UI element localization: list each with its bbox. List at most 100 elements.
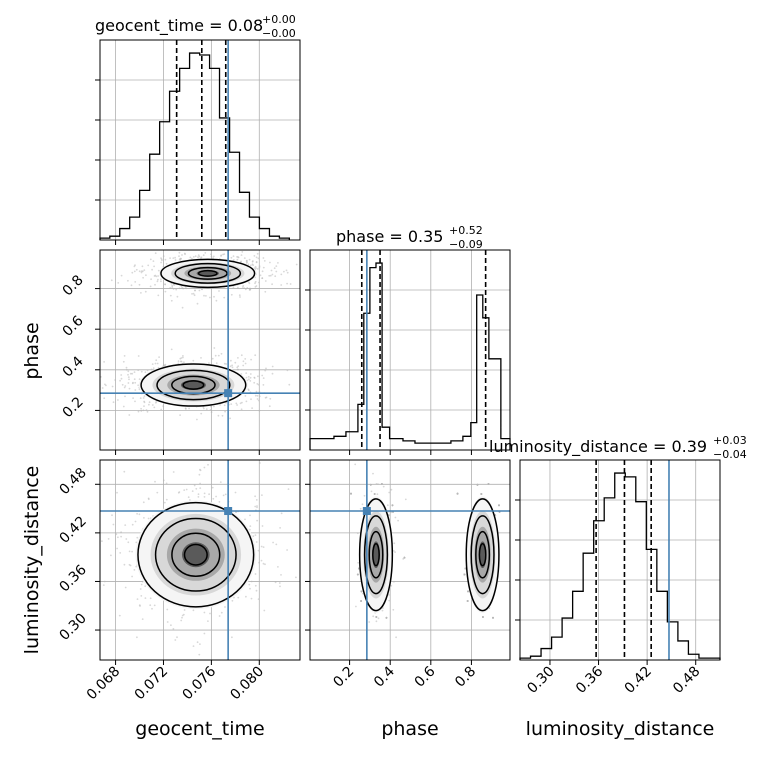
sample-point — [256, 505, 258, 507]
sample-point — [375, 483, 378, 485]
sample-point — [120, 531, 122, 534]
sample-point — [165, 482, 168, 485]
sample-point — [213, 295, 215, 298]
sample-point — [205, 295, 207, 297]
sample-point — [245, 595, 247, 598]
sample-point — [152, 367, 155, 369]
sample-point — [258, 265, 261, 268]
sample-point — [147, 498, 150, 501]
sample-point — [386, 504, 389, 507]
sample-point — [140, 370, 143, 373]
sample-point — [128, 378, 130, 381]
x-tick-label: 0.076 — [180, 663, 220, 703]
sample-point — [280, 512, 283, 515]
sample-point — [174, 256, 176, 259]
sample-point — [256, 506, 258, 509]
sample-point — [230, 256, 233, 259]
sample-point — [127, 279, 129, 282]
sample-point — [256, 519, 258, 522]
sample-point — [232, 286, 235, 288]
joint-luminosity-distance-vs-phase: 0.2 0.4 0.6 0.8 — [305, 459, 511, 691]
sample-point — [231, 364, 234, 367]
sample-point — [391, 504, 394, 507]
sample-point — [203, 294, 205, 297]
sample-point — [261, 494, 263, 496]
sample-point — [133, 378, 136, 381]
sample-point — [354, 463, 357, 466]
sample-point — [137, 355, 140, 357]
sample-point — [356, 532, 359, 535]
sample-point — [253, 377, 256, 379]
sample-point — [262, 257, 265, 259]
sample-point — [172, 628, 175, 630]
sample-point — [154, 480, 156, 483]
sample-point — [103, 397, 106, 400]
sample-point — [231, 366, 234, 369]
sample-point — [255, 499, 258, 501]
x-tick-label: 0.30 — [524, 664, 557, 697]
sample-point — [137, 410, 140, 413]
sample-point — [163, 364, 166, 367]
contour — [475, 530, 491, 579]
sample-point — [174, 259, 177, 261]
sample-point — [259, 274, 262, 277]
sample-point — [217, 414, 220, 417]
sample-point — [263, 609, 266, 612]
sample-point — [392, 550, 395, 552]
sample-point — [141, 265, 144, 268]
sample-point — [258, 281, 260, 284]
sample-point — [192, 256, 195, 258]
sample-point — [156, 491, 159, 494]
contour — [368, 530, 384, 579]
sample-point — [350, 492, 352, 495]
sample-point — [261, 277, 264, 279]
sample-point — [261, 525, 264, 527]
sample-point — [183, 361, 185, 363]
sample-point — [257, 598, 260, 600]
sample-point — [158, 356, 160, 358]
sample-point — [181, 616, 183, 619]
sample-point — [164, 290, 167, 293]
sample-point — [196, 418, 198, 421]
sample-point — [125, 366, 128, 369]
sample-point — [162, 479, 165, 482]
sample-point — [230, 359, 232, 362]
sample-point — [207, 463, 209, 466]
sample-point — [138, 378, 141, 380]
sample-point — [245, 372, 248, 374]
sample-point — [179, 360, 182, 363]
sample-point — [218, 615, 221, 617]
sample-point — [181, 306, 184, 309]
sample-point — [150, 278, 152, 281]
contour — [465, 498, 500, 612]
sample-point — [262, 546, 265, 548]
sample-point — [262, 562, 265, 565]
sample-point — [157, 294, 160, 297]
sample-point — [253, 381, 256, 384]
y-tick-label: 0.2 — [60, 394, 87, 421]
sample-point — [213, 347, 216, 349]
sample-point — [210, 255, 213, 258]
sample-point — [137, 369, 140, 372]
sample-point — [177, 360, 180, 362]
sample-point — [250, 580, 253, 583]
sample-point — [395, 636, 397, 639]
sample-point — [240, 254, 243, 256]
sample-point — [160, 261, 162, 264]
sample-point — [275, 270, 278, 273]
sample-point — [199, 469, 202, 472]
sample-point — [392, 608, 395, 611]
ylabel-luminosity-distance: luminosity_distance — [21, 466, 43, 655]
sample-point — [356, 573, 359, 576]
sample-point — [161, 259, 163, 262]
sample-point — [177, 362, 180, 365]
sample-point — [136, 536, 139, 539]
sample-point — [368, 621, 371, 623]
contour — [156, 369, 231, 401]
histogram-luminosity-distance: 0.30 0.36 0.42 0.48 — [515, 459, 721, 697]
sample-point — [264, 369, 267, 372]
sample-point — [212, 257, 214, 259]
sample-point — [254, 265, 257, 268]
x-tick-label: 0.6 — [412, 663, 439, 690]
sample-point — [127, 370, 130, 373]
